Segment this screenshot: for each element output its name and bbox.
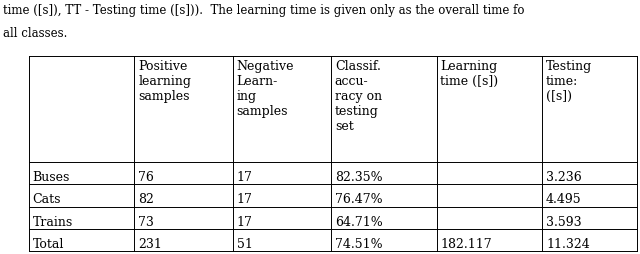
Text: 4.495: 4.495 [546,193,582,205]
Text: 73: 73 [138,215,154,228]
Text: 51: 51 [237,237,252,250]
Text: time ([s]), TT - Testing time ([s])).  The learning time is given only as the ov: time ([s]), TT - Testing time ([s])). Th… [3,4,525,17]
Text: 82.35%: 82.35% [335,170,383,183]
Text: Negative
Learn-
ing
samples: Negative Learn- ing samples [237,60,294,118]
Text: 17: 17 [237,193,252,205]
Text: 3.236: 3.236 [546,170,582,183]
Text: 17: 17 [237,170,252,183]
Text: Positive
learning
samples: Positive learning samples [138,60,191,103]
Text: Trains: Trains [33,215,73,228]
Text: 11.324: 11.324 [546,237,589,250]
Text: Cats: Cats [33,193,61,205]
Text: all classes.: all classes. [3,27,68,40]
Text: Total: Total [33,237,64,250]
Text: 3.593: 3.593 [546,215,582,228]
Text: 76.47%: 76.47% [335,193,383,205]
Text: Buses: Buses [33,170,70,183]
Text: Classif.
accu-
racy on
testing
set: Classif. accu- racy on testing set [335,60,382,133]
Text: Testing
time:
([s]): Testing time: ([s]) [546,60,592,103]
Text: 64.71%: 64.71% [335,215,383,228]
Text: 231: 231 [138,237,162,250]
Text: 74.51%: 74.51% [335,237,383,250]
Text: 82: 82 [138,193,154,205]
Text: 182.117: 182.117 [440,237,492,250]
Text: Learning
time ([s]): Learning time ([s]) [440,60,499,88]
Text: 17: 17 [237,215,252,228]
Text: 76: 76 [138,170,154,183]
